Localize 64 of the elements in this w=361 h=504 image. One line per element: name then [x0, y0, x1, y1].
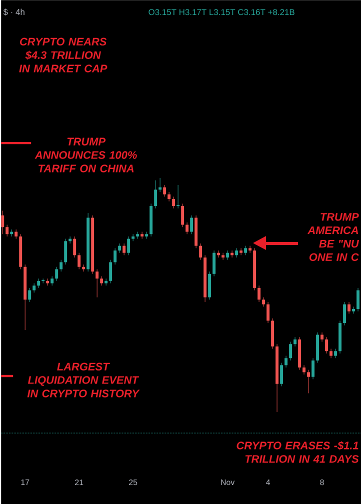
candlestick [109, 260, 112, 284]
candlestick [73, 236, 76, 258]
text: CRYPTO ERASES -$1.1 TRILLION IN 41 DAYS [236, 441, 359, 463]
candlestick [132, 234, 135, 242]
candlestick [307, 370, 310, 394]
candlestick [356, 288, 360, 312]
text: O3.15T H3.17T L3.15T C3.16T +8.21B [148, 9, 294, 16]
candlestick [325, 336, 328, 354]
candlestick [280, 362, 284, 386]
candlestick [168, 192, 171, 202]
candlestick [50, 276, 54, 286]
candlestick [55, 266, 58, 282]
candlestick [262, 297, 266, 307]
text: CRYPTO NEARS $4.3 TRILLION IN MARKET CAP [19, 38, 108, 72]
candlestick [37, 278, 40, 288]
candlestick [114, 248, 117, 265]
candlestick [248, 246, 252, 254]
candlestick [222, 252, 225, 260]
candlestick [348, 302, 351, 314]
candlestick [294, 336, 297, 347]
annotation: TRUMP AMERICA BE "NU ONE IN C [307, 213, 360, 262]
candlestick [60, 260, 63, 272]
candlestick [244, 246, 248, 256]
candlestick [28, 288, 32, 302]
candlestick [78, 252, 81, 270]
candlestick [266, 302, 270, 324]
candlestick [145, 232, 148, 240]
candlestick [100, 276, 104, 286]
candlestick [118, 243, 122, 254]
candlestick [320, 332, 324, 342]
candlestick [136, 232, 140, 240]
candlestick [334, 348, 338, 358]
candlestick [64, 238, 68, 265]
candlestick [312, 358, 315, 380]
candlestick [140, 232, 144, 240]
candlestick [235, 248, 238, 258]
candlestick [186, 222, 189, 234]
candlestick [163, 184, 166, 197]
candlestick [176, 184, 180, 209]
candlestick [352, 306, 356, 314]
candlestick [122, 243, 126, 256]
candlestick [154, 180, 158, 209]
candlestick [330, 348, 333, 358]
candlestick [6, 224, 9, 237]
text: $ · 4h [3, 8, 24, 16]
annotation: LARGEST LIQUIDATION EVENT IN CRYPTO HISTORY [27, 362, 140, 398]
candlestick [226, 250, 230, 260]
candlestick [343, 302, 346, 326]
candlestick [208, 271, 212, 300]
candlestick [289, 342, 292, 361]
candlestick [172, 196, 176, 209]
candlestick [96, 268, 99, 298]
candlestick [302, 364, 306, 375]
candlestick [32, 283, 36, 293]
candlestick [14, 229, 18, 240]
candlestick [212, 250, 216, 276]
candlestick [181, 203, 184, 228]
text: TRUMP ANNOUNCES 100% TARIFF ON CHINA [34, 138, 137, 172]
candlestick [190, 215, 194, 234]
candlestick [240, 248, 243, 256]
candlestick [199, 243, 202, 260]
candlestick [258, 285, 261, 302]
candlestick [284, 356, 288, 368]
candlestick [127, 236, 130, 256]
